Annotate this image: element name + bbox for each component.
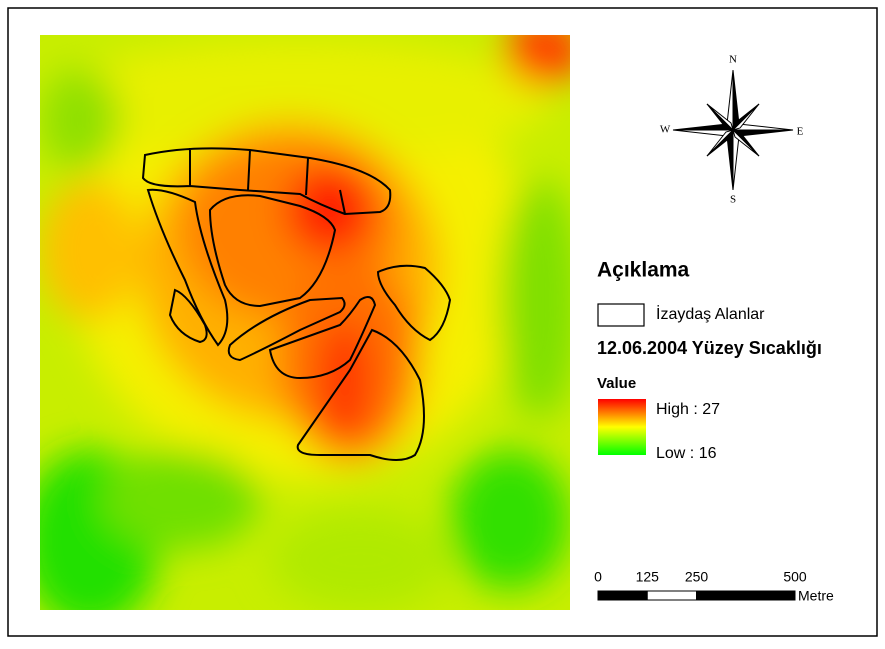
scale-tick-label: 125	[636, 569, 660, 585]
compass-w: W	[660, 124, 671, 136]
temperature-raster	[20, 15, 585, 630]
areas-swatch	[598, 304, 644, 326]
legend-title: Açıklama	[597, 259, 690, 282]
scale-tick-label: 250	[685, 569, 709, 585]
low-label: Low : 16	[656, 445, 717, 462]
scale-tick-label: 500	[783, 569, 807, 585]
scale-segment	[697, 591, 796, 600]
areas-label: İzaydaş Alanlar	[656, 304, 765, 323]
field-label: Value	[597, 375, 636, 392]
scale-unit: Metre	[798, 588, 834, 604]
scale-segment	[598, 591, 647, 600]
map-layout: N W E S Açıklama İzaydaş Alanlar 12.06.2…	[0, 0, 885, 644]
compass-e: E	[797, 126, 804, 138]
color-ramp	[598, 399, 646, 455]
high-label: High : 27	[656, 401, 720, 418]
scale-tick-label: 0	[594, 569, 602, 585]
layer-title: 12.06.2004 Yüzey Sıcaklığı	[597, 338, 822, 358]
compass-s: S	[730, 194, 736, 206]
scale-segment	[647, 591, 696, 600]
compass-n: N	[729, 54, 737, 66]
